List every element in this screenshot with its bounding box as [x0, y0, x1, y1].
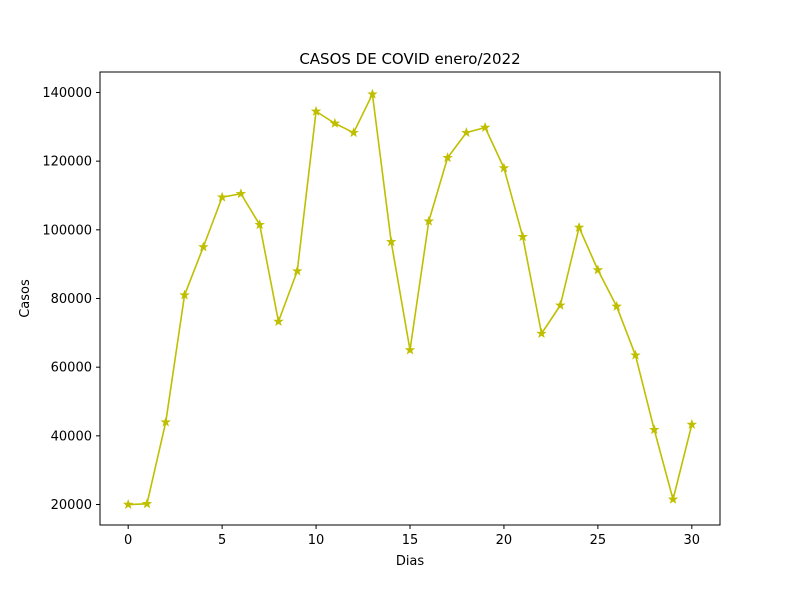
- data-point: [254, 219, 265, 230]
- data-point: [423, 215, 434, 226]
- data-point: [141, 498, 153, 509]
- data-point: [573, 221, 585, 232]
- data-point: [179, 289, 190, 300]
- data-point: [667, 493, 679, 504]
- x-tick-label: 5: [218, 533, 226, 548]
- data-point: [273, 316, 284, 326]
- data-point: [216, 191, 228, 202]
- x-tick-label: 20: [496, 533, 513, 548]
- x-axis-label: Dias: [396, 554, 425, 569]
- x-tick-label: 30: [684, 533, 701, 548]
- x-tick-label: 10: [308, 533, 325, 548]
- data-point: [649, 424, 660, 435]
- y-tick-label: 80000: [51, 292, 92, 307]
- data-point: [122, 499, 134, 509]
- data-point: [630, 349, 641, 360]
- data-point: [198, 241, 209, 252]
- data-point: [310, 105, 322, 116]
- data-point: [235, 188, 247, 199]
- axis-ticks: 0 5 10 15 20 25 30 20000 40000 60000 80000 100000 12…: [42, 86, 700, 548]
- data-point: [329, 117, 341, 128]
- data-point: [404, 344, 416, 355]
- data-point: [367, 88, 378, 99]
- data-point: [536, 328, 547, 338]
- data-point: [386, 236, 397, 247]
- y-tick-label: 20000: [51, 498, 92, 513]
- data-point: [160, 416, 171, 427]
- x-tick-label: 15: [402, 533, 419, 548]
- data-point: [686, 419, 698, 429]
- plot-area: [99, 71, 721, 526]
- data-point: [461, 127, 472, 138]
- data-point: [611, 300, 622, 311]
- y-tick-label: 100000: [42, 223, 92, 238]
- data-point: [592, 264, 604, 275]
- y-tick-label: 60000: [51, 361, 92, 376]
- data-point: [498, 162, 510, 173]
- data-point: [442, 152, 453, 163]
- x-tick-label: 0: [124, 533, 132, 548]
- y-tick-label: 40000: [51, 429, 92, 444]
- series-layer: [122, 88, 698, 509]
- y-axis-label: Casos: [18, 279, 33, 318]
- x-tick-label: 25: [590, 533, 607, 548]
- chart-title: CASOS DE COVID enero/2022: [299, 50, 520, 68]
- data-point: [348, 127, 359, 138]
- data-point: [517, 231, 528, 242]
- data-point: [292, 265, 303, 276]
- y-tick-label: 140000: [42, 86, 92, 101]
- y-tick-label: 120000: [42, 155, 92, 170]
- data-point: [479, 122, 491, 132]
- data-point: [555, 299, 566, 310]
